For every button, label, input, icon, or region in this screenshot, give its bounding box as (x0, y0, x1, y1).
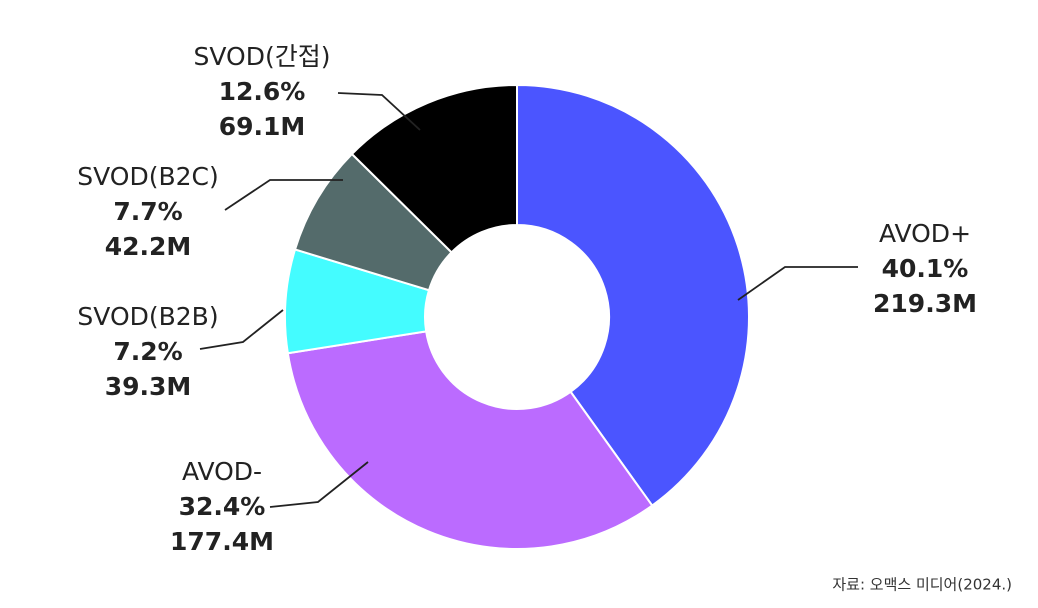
percent-label: 12.6% (219, 77, 306, 106)
slice-label: AVOD+ (879, 219, 971, 248)
leader-line (199, 309, 284, 350)
percent-label: 7.7% (113, 197, 182, 226)
donut-slice (350, 83, 518, 254)
percent-label: 7.2% (113, 337, 182, 366)
amount-label: 69.1M (219, 112, 306, 141)
amount-label: 39.3M (105, 372, 192, 401)
donut-slice (516, 83, 750, 507)
percent-label: 32.4% (179, 492, 266, 521)
amount-label: 219.3M (873, 289, 977, 318)
leader-line (224, 179, 343, 211)
slice-label: AVOD- (182, 457, 262, 486)
slice-label: SVOD(B2C) (77, 162, 218, 191)
donut-slice (286, 330, 654, 550)
leader-line (337, 92, 421, 131)
slice-label: SVOD(B2B) (77, 302, 218, 331)
source-note: 자료: 오맥스 미디어(2024.) (832, 576, 1012, 594)
slice-label: SVOD(간접) (194, 42, 331, 71)
leader-line (737, 266, 858, 301)
leader-line (269, 461, 369, 508)
amount-label: 177.4M (170, 527, 274, 556)
amount-label: 42.2M (105, 232, 192, 261)
percent-label: 40.1% (882, 254, 969, 283)
